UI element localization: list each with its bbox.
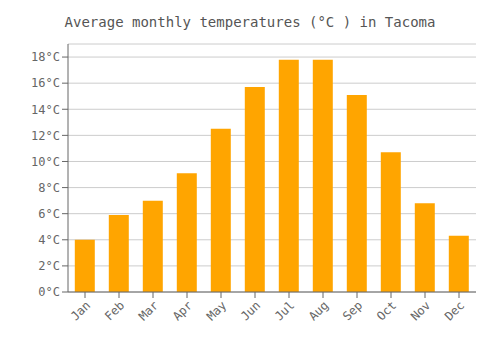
svg-text:Sep: Sep — [340, 298, 365, 323]
svg-text:2°C: 2°C — [38, 259, 60, 273]
svg-text:Jan: Jan — [68, 298, 93, 323]
svg-text:Jun: Jun — [238, 298, 263, 323]
svg-text:10°C: 10°C — [31, 155, 60, 169]
svg-text:Apr: Apr — [170, 298, 195, 323]
svg-text:12°C: 12°C — [31, 129, 60, 143]
svg-text:4°C: 4°C — [38, 233, 60, 247]
svg-text:Nov: Nov — [408, 298, 433, 323]
svg-text:Jul: Jul — [272, 298, 297, 323]
svg-text:May: May — [204, 298, 229, 323]
svg-text:0°C: 0°C — [38, 285, 60, 299]
svg-text:14°C: 14°C — [31, 103, 60, 117]
svg-text:Feb: Feb — [102, 298, 127, 323]
html-text:Average monthly temperatures (: Average monthly temperatures (°C ) in Ta… — [64, 14, 436, 30]
svg-text:Dec: Dec — [442, 298, 467, 323]
svg-text:8°C: 8°C — [38, 181, 60, 195]
svg-text:16°C: 16°C — [31, 76, 60, 90]
svg-text:Aug: Aug — [306, 298, 331, 323]
svg-text:Oct: Oct — [374, 298, 399, 323]
svg-text:Mar: Mar — [136, 298, 161, 323]
svg-text:18°C: 18°C — [31, 50, 60, 64]
svg-text:6°C: 6°C — [38, 207, 60, 221]
